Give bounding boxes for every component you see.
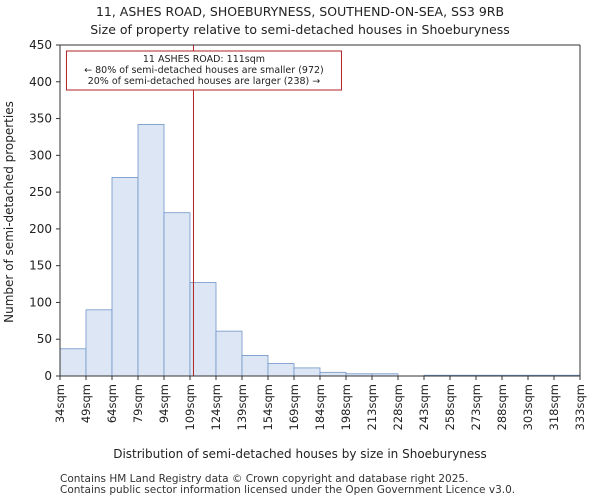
annotation-line-1: 11 ASHES ROAD: 111sqm: [143, 54, 265, 65]
y-tick-label-0: 0: [44, 369, 52, 383]
x-tick-label-303sqm: 303sqm: [521, 384, 535, 430]
x-tick-label-49sqm: 49sqm: [79, 384, 93, 423]
footer-licence: Contains public sector information licen…: [60, 484, 516, 496]
x-tick-label-213sqm: 213sqm: [365, 384, 379, 430]
bar-109sqm: [189, 282, 217, 377]
x-tick-label-184sqm: 184sqm: [313, 384, 327, 430]
bar-49sqm: [85, 309, 113, 377]
x-tick-label-243sqm: 243sqm: [417, 384, 431, 430]
chart-title: 11, ASHES ROAD, SHOEBURYNESS, SOUTHEND-O…: [96, 4, 504, 19]
chart-subtitle: Size of property relative to semi-detach…: [90, 22, 510, 37]
y-tick-label-250: 250: [29, 185, 52, 199]
bar-79sqm: [137, 124, 165, 377]
bar-139sqm: [241, 355, 269, 377]
y-tick-label-350: 350: [29, 112, 52, 126]
x-tick-label-169sqm: 169sqm: [287, 384, 301, 430]
x-tick-label-94sqm: 94sqm: [157, 384, 171, 423]
bar-64sqm: [111, 176, 139, 377]
x-tick-label-273sqm: 273sqm: [469, 384, 483, 430]
y-tick-label-400: 400: [29, 75, 52, 89]
bar-184sqm: [319, 371, 347, 377]
x-tick-label-109sqm: 109sqm: [183, 384, 197, 430]
x-tick-label-258sqm: 258sqm: [443, 384, 457, 430]
x-axis-ticks: 34sqm 49sqm 64sqm 79sqm 94sqm 109sqm 124sqm 139…: [53, 376, 587, 430]
x-tick-label-333sqm: 333sqm: [573, 384, 587, 430]
y-tick-label-450: 450: [29, 38, 52, 52]
x-tick-label-79sqm: 79sqm: [131, 384, 145, 423]
annotation-box: [65, 50, 342, 91]
y-tick-label-300: 300: [29, 148, 52, 162]
x-tick-label-288sqm: 288sqm: [495, 384, 509, 430]
x-tick-label-124sqm: 124sqm: [209, 384, 223, 430]
bar-94sqm: [163, 212, 191, 377]
x-tick-label-34sqm: 34sqm: [53, 384, 67, 423]
x-axis-label: Distribution of semi-detached houses by …: [113, 447, 487, 461]
x-tick-label-318sqm: 318sqm: [547, 384, 561, 430]
footer-copyright: Contains HM Land Registry data © Crown c…: [60, 473, 469, 485]
y-axis-ticks: 0 50 100 150 200 250 300 350 400 450: [29, 38, 60, 383]
bar-169sqm: [293, 367, 321, 377]
bar-154sqm: [267, 363, 295, 377]
bar-34sqm: [59, 348, 87, 377]
annotation-line-2: ← 80% of semi-detached houses are smalle…: [84, 65, 324, 76]
annotation-line-3: 20% of semi-detached houses are larger (…: [88, 76, 321, 87]
y-tick-label-150: 150: [29, 259, 52, 273]
bar-124sqm: [215, 330, 243, 377]
y-tick-label-100: 100: [29, 295, 52, 309]
x-tick-label-198sqm: 198sqm: [339, 384, 353, 430]
bars-group: [59, 124, 581, 377]
y-tick-label-200: 200: [29, 222, 52, 236]
x-tick-label-64sqm: 64sqm: [105, 384, 119, 423]
x-tick-label-228sqm: 228sqm: [391, 384, 405, 430]
y-tick-label-50: 50: [37, 332, 52, 346]
x-tick-label-154sqm: 154sqm: [261, 384, 275, 430]
marker-group: 11 ASHES ROAD: 111sqm← 80% of semi-detac…: [65, 45, 342, 376]
x-tick-label-139sqm: 139sqm: [235, 384, 249, 430]
y-axis-label: Number of semi-detached properties: [2, 101, 16, 323]
